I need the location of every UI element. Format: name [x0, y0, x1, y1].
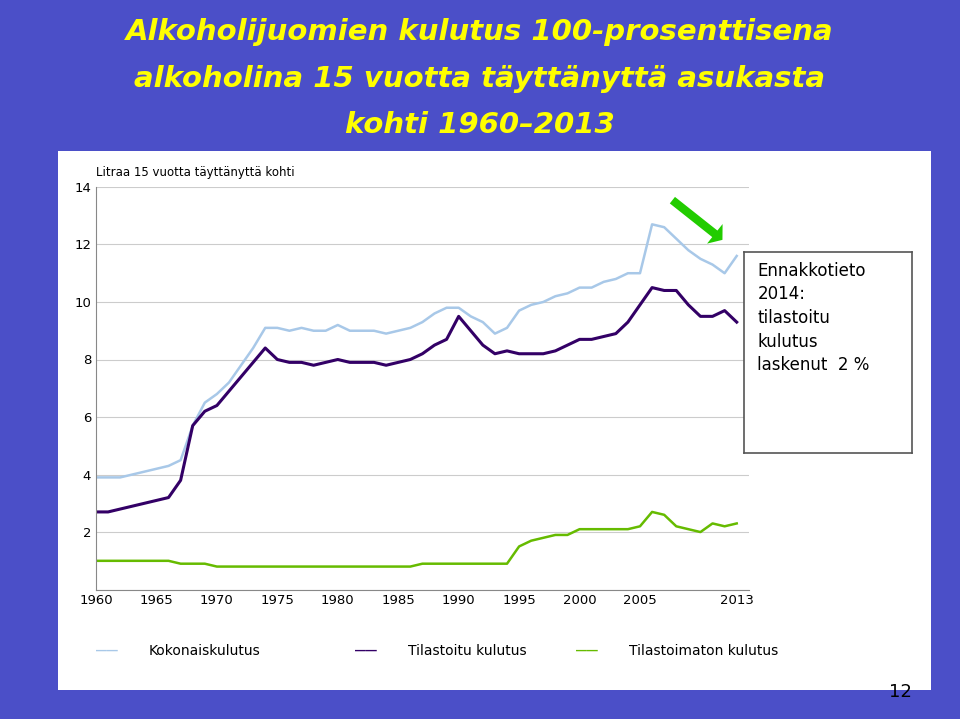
Kokonaiskulutus: [465, 312, 476, 321]
Text: ——: ——: [96, 641, 118, 660]
Kokonaiskulutus: [731, 252, 742, 260]
Tilastoimaton kulutus: [477, 559, 489, 568]
Tilastoitu kulutus: [332, 355, 344, 364]
Tilastoimaton kulutus: [731, 519, 742, 528]
Text: ——: ——: [576, 641, 598, 660]
Tilastoimaton kulutus: [344, 562, 355, 571]
Text: Kokonaiskulutus: Kokonaiskulutus: [149, 644, 260, 658]
Kokonaiskulutus: [332, 321, 344, 329]
Text: kohti 1960–2013: kohti 1960–2013: [346, 111, 614, 139]
Tilastoimaton kulutus: [453, 559, 465, 568]
Kokonaiskulutus: [90, 473, 102, 482]
Text: Tilastoimaton kulutus: Tilastoimaton kulutus: [629, 644, 778, 658]
Text: ——: ——: [355, 641, 377, 660]
Line: Tilastoimaton kulutus: Tilastoimaton kulutus: [96, 512, 736, 567]
Tilastoitu kulutus: [199, 407, 210, 416]
Tilastoimaton kulutus: [90, 557, 102, 565]
Tilastoitu kulutus: [441, 335, 452, 344]
Tilastoimaton kulutus: [211, 562, 223, 571]
Text: Tilastoitu kulutus: Tilastoitu kulutus: [408, 644, 527, 658]
Text: Litraa 15 vuotta täyttänyttä kohti: Litraa 15 vuotta täyttänyttä kohti: [96, 166, 295, 179]
Tilastoimaton kulutus: [199, 559, 210, 568]
Tilastoitu kulutus: [90, 508, 102, 516]
Tilastoimaton kulutus: [538, 533, 549, 542]
Text: alkoholina 15 vuotta täyttänyttä asukasta: alkoholina 15 vuotta täyttänyttä asukast…: [134, 65, 826, 93]
Text: Ennakkotieto
2014:
tilastoitu
kulutus
laskenut  2 %: Ennakkotieto 2014: tilastoitu kulutus la…: [757, 262, 870, 374]
Tilastoimaton kulutus: [490, 559, 501, 568]
Kokonaiskulutus: [441, 303, 452, 312]
Tilastoitu kulutus: [525, 349, 537, 358]
Kokonaiskulutus: [477, 318, 489, 326]
Tilastoitu kulutus: [477, 341, 489, 349]
Tilastoitu kulutus: [731, 318, 742, 326]
Line: Kokonaiskulutus: Kokonaiskulutus: [96, 224, 736, 477]
Kokonaiskulutus: [199, 398, 210, 407]
Tilastoitu kulutus: [465, 326, 476, 335]
Kokonaiskulutus: [525, 301, 537, 309]
Tilastoitu kulutus: [646, 283, 658, 292]
Kokonaiskulutus: [646, 220, 658, 229]
Tilastoimaton kulutus: [646, 508, 658, 516]
Line: Tilastoitu kulutus: Tilastoitu kulutus: [96, 288, 736, 512]
Text: Alkoholijuomien kulutus 100-prosenttisena: Alkoholijuomien kulutus 100-prosenttisen…: [126, 18, 834, 46]
Text: 12: 12: [889, 683, 912, 701]
